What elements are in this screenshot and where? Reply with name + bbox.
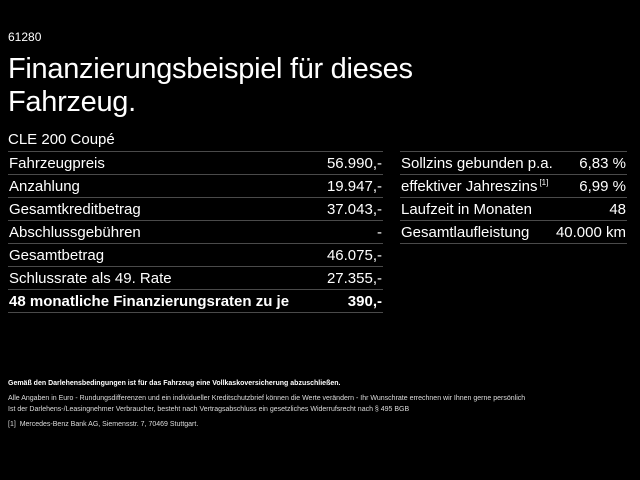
offer-code: 61280 (8, 30, 42, 44)
footnote-marker: [1] (8, 421, 16, 428)
row-label-text: effektiver Jahreszins (401, 177, 538, 195)
row-label: Fahrzeugpreis (9, 154, 105, 172)
table-row: Abschlussgebühren - (8, 221, 383, 244)
row-value: 390,- (347, 292, 382, 310)
footnote-reference: [1] Mercedes-Benz Bank AG, Siemensstr. 7… (8, 421, 198, 428)
table-row: Gesamtbetrag 46.075,- (8, 244, 383, 267)
disclaimer-line-2: Ist der Darlehens-/Leasingnehmer Verbrau… (8, 406, 410, 413)
table-row: Gesamtkreditbetrag 37.043,- (8, 198, 383, 221)
disclaimer-line-1: Alle Angaben in Euro - Rundungsdifferenz… (8, 395, 526, 402)
row-value: 6,99 % (579, 177, 626, 195)
table-row: effektiver Jahreszins [1] 6,99 % (400, 175, 627, 198)
row-label: Sollzins gebunden p.a. (401, 154, 553, 172)
table-row: Laufzeit in Monaten 48 (400, 198, 627, 221)
row-label: Schlussrate als 49. Rate (9, 269, 172, 287)
financing-table: Fahrzeugpreis 56.990,- Anzahlung 19.947,- … (8, 151, 383, 313)
model-name: CLE 200 Coupé (8, 131, 115, 148)
row-label: Gesamtbetrag (9, 246, 105, 264)
interest-table: Sollzins gebunden p.a. 6,83 % effektiver … (400, 151, 627, 244)
row-value: 40.000 km (555, 223, 626, 241)
row-label: 48 monatliche Finanzierungsraten zu je (9, 292, 290, 310)
row-label: Gesamtkreditbetrag (9, 200, 141, 218)
row-value: 46.075,- (326, 246, 382, 264)
footnote-marker: [1] (539, 177, 549, 187)
row-value: 37.043,- (326, 200, 382, 218)
row-label: Abschlussgebühren (9, 223, 141, 241)
row-label: Anzahlung (9, 177, 80, 195)
row-value: 48 (609, 200, 626, 218)
table-row: Gesamtlaufleistung 40.000 km (400, 221, 627, 244)
row-label: Laufzeit in Monaten (401, 200, 532, 218)
insurance-note: Gemäß den Darlehensbedingungen ist für d… (8, 380, 341, 387)
page-title: Finanzierungsbeispiel für dieses Fahrzeu… (8, 53, 413, 118)
row-value: 27.355,- (326, 269, 382, 287)
row-value: 19.947,- (326, 177, 382, 195)
footnote-text: Mercedes-Benz Bank AG, Siemensstr. 7, 70… (19, 421, 199, 428)
row-value: 6,83 % (579, 154, 626, 172)
table-row: Anzahlung 19.947,- (8, 175, 383, 198)
row-label: effektiver Jahreszins [1] (401, 178, 548, 195)
monthly-rate-row: 48 monatliche Finanzierungsraten zu je 39… (8, 290, 383, 313)
row-value: - (377, 223, 382, 241)
table-row: Schlussrate als 49. Rate 27.355,- (8, 267, 383, 290)
table-row: Sollzins gebunden p.a. 6,83 % (400, 152, 627, 175)
row-label: Gesamtlaufleistung (401, 223, 530, 241)
table-row: Fahrzeugpreis 56.990,- (8, 152, 383, 175)
row-value: 56.990,- (326, 154, 382, 172)
